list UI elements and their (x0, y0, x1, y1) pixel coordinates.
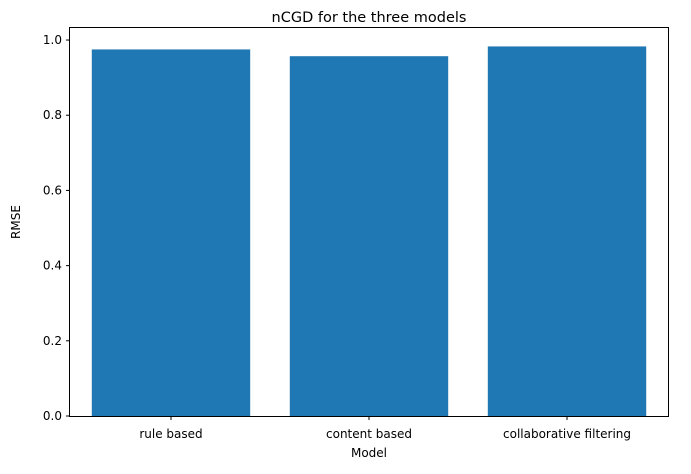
y-tick-label: 0.8 (43, 108, 62, 122)
y-tick-label: 1.0 (43, 33, 62, 47)
chart-title: nCGD for the three models (272, 10, 467, 26)
y-ticks-group: 0.0 0.2 0.4 0.6 0.8 1.0 (43, 33, 70, 423)
x-tick-label: collaborative filtering (503, 427, 631, 441)
y-tick-label: 0.4 (43, 259, 62, 273)
bar-collaborative-filtering (487, 46, 647, 416)
x-axis-label: Model (351, 446, 387, 460)
bars-group (91, 46, 647, 417)
bar-content-based (289, 56, 449, 417)
plot-frame (69, 27, 669, 417)
y-tick-label: 0.0 (43, 409, 62, 423)
x-ticks-group: rule based content based collaborative fil… (139, 416, 631, 441)
x-tick-label: rule based (139, 427, 202, 441)
x-tick-label: content based (326, 427, 412, 441)
y-tick-label: 0.6 (43, 183, 62, 197)
y-axis-label: RMSE (9, 205, 23, 239)
bar-rule-based (91, 49, 251, 416)
y-tick-label: 0.2 (43, 334, 62, 348)
